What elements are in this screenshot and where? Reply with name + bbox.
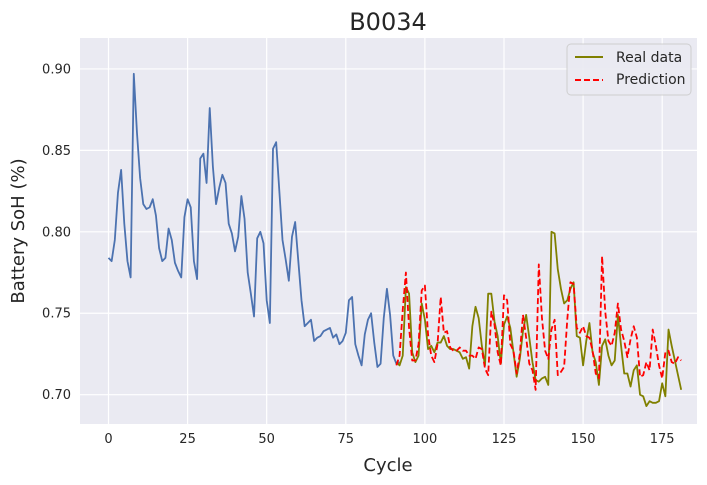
- y-tick-label: 0.75: [42, 307, 71, 322]
- y-tick-labels: 0.70 0.75 0.80 0.85 0.90: [42, 62, 71, 403]
- x-tick-label: 100: [412, 432, 437, 447]
- legend: Real data Prediction: [566, 43, 692, 96]
- x-axis-label: Cycle: [363, 455, 412, 476]
- x-tick-label: 75: [338, 432, 355, 447]
- y-tick-label: 0.80: [42, 225, 71, 240]
- x-tick-label: 25: [179, 432, 196, 447]
- y-tick-label: 0.85: [42, 144, 71, 159]
- series-line-real: [395, 230, 683, 407]
- x-tick-label: 125: [492, 432, 517, 447]
- x-tick-label: 0: [104, 432, 112, 447]
- series-line-history: [107, 72, 400, 368]
- x-tick-label: 175: [650, 432, 675, 447]
- x-tick-labels: 0 25 50 75 100 125 150 175: [104, 432, 674, 447]
- x-tick-label: 150: [571, 432, 596, 447]
- chart-title: B0034: [349, 8, 427, 36]
- series-layer: [107, 72, 683, 407]
- y-tick-label: 0.70: [42, 388, 71, 403]
- series-line-prediction: [395, 255, 682, 391]
- plot-background: [80, 38, 697, 424]
- legend-label-real: Real data: [616, 50, 682, 66]
- legend-label-prediction: Prediction: [616, 72, 686, 88]
- y-tick-label: 0.90: [42, 62, 71, 77]
- y-axis-label: Battery SoH (%): [8, 158, 29, 303]
- x-tick-label: 50: [258, 432, 275, 447]
